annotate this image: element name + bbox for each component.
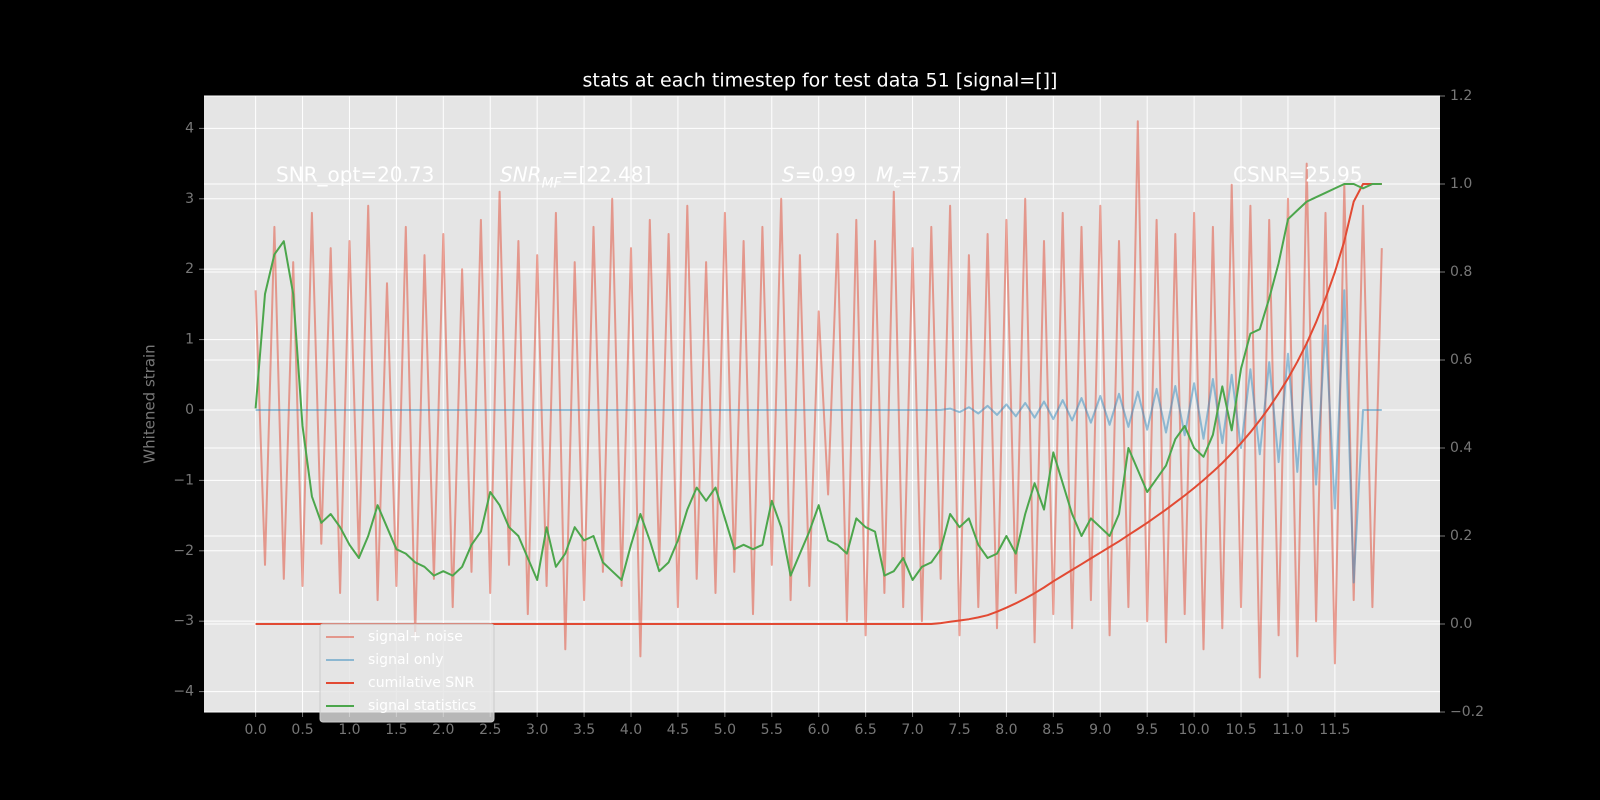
y2-tick-label: 0.0 — [1450, 616, 1472, 632]
legend: signal+ noise signal only cumilative SNR si… — [319, 623, 495, 723]
annotation-part: SNR — [500, 162, 542, 186]
y-tick-label: −4 — [173, 684, 194, 700]
y-tick-label: −2 — [173, 543, 194, 559]
x-tick-label: 6.0 — [808, 722, 830, 738]
annotation-part: =[22.48] — [562, 162, 652, 186]
annotation-part: CSNR=25.95 — [1233, 162, 1363, 186]
x-tick-label: 11.5 — [1319, 722, 1350, 738]
annotation: CSNR=25.95 — [1233, 162, 1363, 186]
x-tick-label: 8.0 — [995, 722, 1017, 738]
legend-label: signal only — [368, 652, 443, 668]
x-tick-label: 2.5 — [479, 722, 501, 738]
series-line — [254, 120, 1383, 679]
y-tick-label: −1 — [173, 472, 194, 488]
y2-tick-label: 1.0 — [1450, 176, 1472, 192]
series-line — [254, 183, 1382, 581]
y2-tick-label: −0.2 — [1450, 704, 1484, 720]
legend-label: signal statistics — [368, 698, 476, 714]
annotation-part: MF — [542, 176, 563, 192]
y2-tick-label: 0.6 — [1450, 352, 1472, 368]
y-axis-label: Whitened strain — [141, 344, 159, 463]
x-tick-label: 3.0 — [526, 722, 548, 738]
y2-tick-label: 1.2 — [1450, 88, 1472, 104]
y-tick-label: 4 — [185, 120, 194, 136]
annotation: SNRMF=[22.48] — [500, 162, 651, 192]
y2-tick-label: 0.2 — [1450, 528, 1472, 544]
x-tick-label: 0.0 — [244, 722, 266, 738]
x-tick-label: 6.5 — [855, 722, 877, 738]
x-tick-label: 5.5 — [761, 722, 783, 738]
x-tick-label: 5.0 — [714, 722, 736, 738]
legend-label: cumilative SNR — [368, 675, 475, 691]
annotation-part: =7.57 — [901, 162, 962, 186]
y-tick-label: 0 — [185, 402, 194, 418]
x-tick-label: 3.5 — [573, 722, 595, 738]
x-tick-label: 11.0 — [1272, 722, 1303, 738]
x-tick-label: 9.0 — [1089, 722, 1111, 738]
x-tick-label: 1.5 — [385, 722, 407, 738]
chart-title: stats at each timestep for test data 51 … — [583, 70, 1058, 92]
x-tick-label: 1.0 — [338, 722, 360, 738]
x-tick-label: 8.5 — [1042, 722, 1064, 738]
x-tick-label: 10.0 — [1179, 722, 1210, 738]
series-line — [255, 289, 1382, 584]
legend-box — [319, 623, 495, 723]
annotation: Mc=7.57 — [876, 162, 962, 192]
y2-tick-label: 0.4 — [1450, 440, 1472, 456]
legend-label: signal+ noise — [368, 629, 463, 645]
x-tick-label: 7.0 — [901, 722, 923, 738]
y-tick-label: 1 — [185, 332, 194, 348]
y2-tick-label: 0.8 — [1450, 264, 1472, 280]
x-tick-label: 2.0 — [432, 722, 454, 738]
x-tick-label: 0.5 — [291, 722, 313, 738]
annotation: S=0.99 — [782, 162, 856, 186]
y-tick-label: 3 — [185, 191, 194, 207]
x-tick-label: 10.5 — [1225, 722, 1256, 738]
x-tick-label: 4.0 — [620, 722, 642, 738]
y-tick-label: −3 — [173, 613, 194, 629]
annotation: SNR_opt=20.73 — [276, 162, 434, 186]
annotation-part: S — [782, 162, 795, 186]
x-tick-label: 7.5 — [948, 722, 970, 738]
annotation-part: SNR_opt=20.73 — [276, 162, 434, 186]
x-tick-label: 4.5 — [667, 722, 689, 738]
y-tick-label: 2 — [185, 261, 194, 277]
annotation-part: c — [893, 176, 901, 192]
annotation-part: M — [876, 162, 893, 186]
x-tick-label: 9.5 — [1136, 722, 1158, 738]
annotation-part: =0.99 — [795, 162, 856, 186]
